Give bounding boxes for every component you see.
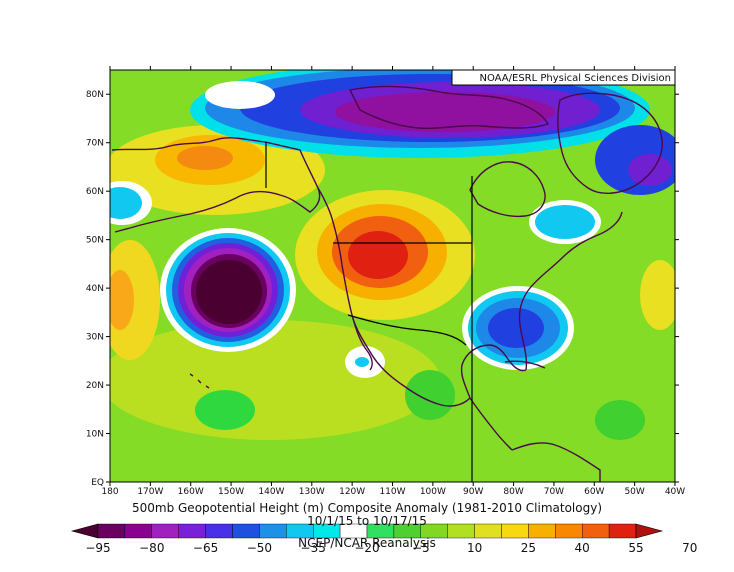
mexico-green (405, 370, 455, 420)
lat-tick-label: 60N (86, 187, 104, 197)
arctic-islands (348, 85, 550, 130)
lon-tick-label: 120W (339, 487, 365, 497)
colorbar-label: 25 (521, 541, 536, 555)
anomaly-field (110, 70, 675, 482)
lon-tick-label: 50W (624, 487, 644, 497)
east-coast (518, 211, 623, 371)
west-pacific-band (110, 240, 160, 360)
alaska-ridge-core (177, 146, 233, 170)
lon-tick-label: 180 (101, 487, 118, 497)
baja (351, 314, 373, 371)
greenland (557, 92, 663, 194)
south-america (511, 442, 601, 482)
colorbar-label: −95 (85, 541, 110, 555)
lat-tick-label: 10N (86, 430, 104, 440)
west-ridge-core (348, 231, 408, 279)
nwa-low-core (535, 205, 595, 239)
colorbar-label: −65 (193, 541, 218, 555)
west-edge-low (110, 187, 142, 219)
hawaii (189, 373, 210, 389)
gulf-coast (460, 344, 527, 399)
lon-tick-label: 170W (137, 487, 163, 497)
lat-tick-label: 40N (86, 284, 104, 294)
atlantic-band (640, 260, 675, 330)
credit-label: NOAA/ESRL Physical Sciences Division (480, 73, 672, 84)
lat-tick-label: EQ (91, 478, 104, 488)
lon-tick-label: 160W (178, 487, 204, 497)
north-america-west-coast (317, 187, 471, 407)
lat-tick-label: 80N (86, 90, 104, 100)
us-mexico-border (347, 314, 467, 346)
figure-title: 500mb Geopotential Height (m) Composite … (131, 501, 602, 515)
colorbar-label: 70 (682, 541, 697, 555)
arctic-low-inner (335, 92, 555, 132)
coastlines (111, 85, 663, 482)
lon-tick-label: 80W (503, 487, 523, 497)
lon-tick-label: 60W (584, 487, 604, 497)
borders (265, 142, 473, 482)
colorbar-label: 55 (628, 541, 643, 555)
goa-low-core (196, 260, 262, 324)
colorbar-label: −20 (354, 541, 379, 555)
lon-tick-label: 140W (258, 487, 284, 497)
se-low-core (488, 308, 544, 348)
colorbar-max-arrow (635, 523, 664, 539)
lon-tick-label: 90W (463, 487, 483, 497)
central-america (469, 397, 513, 451)
colorbar-label: −80 (139, 541, 164, 555)
lon-tick-label: 70W (544, 487, 564, 497)
figure-date-range: 10/1/15 to 10/17/15 (307, 514, 427, 528)
latitude-axis: EQ 10N 20N 30N 40N 50N 60N 70N 80N (86, 90, 679, 488)
atlantic-green (595, 400, 645, 440)
baffin-low-core (628, 154, 672, 186)
pacific-green-1 (195, 390, 255, 430)
alaska-coast (111, 137, 321, 233)
cuba (504, 360, 546, 369)
lat-tick-label: 70N (86, 139, 104, 149)
hudson-bay (469, 161, 546, 218)
colorbar-label: 40 (575, 541, 590, 555)
lat-tick-label: 30N (86, 333, 104, 343)
figure-source: NCEP/NCAR Reanalysis (298, 536, 436, 550)
lon-tick-label: 150W (218, 487, 244, 497)
baja-blue (355, 357, 369, 367)
lat-tick-label: 50N (86, 236, 104, 246)
colorbar-label: −5 (412, 541, 430, 555)
longitude-axis: 180 170W 160W 150W 140W 130W 120W 110W 100W 90W 80… (101, 66, 685, 497)
lon-tick-label: 100W (420, 487, 446, 497)
lon-tick-label: 40W (665, 487, 685, 497)
colorbar-label: −50 (247, 541, 272, 555)
colorbar: −95−80−65−50−35−20−5102540557085 (70, 523, 697, 555)
arctic-white-edge (205, 81, 275, 109)
lon-tick-label: 110W (379, 487, 405, 497)
credit-box (451, 69, 676, 86)
colorbar-label: 10 (467, 541, 482, 555)
lat-tick-label: 20N (86, 381, 104, 391)
colorbar-label: −35 (301, 541, 326, 555)
west-pacific-max (110, 270, 134, 330)
lon-tick-label: 130W (299, 487, 325, 497)
